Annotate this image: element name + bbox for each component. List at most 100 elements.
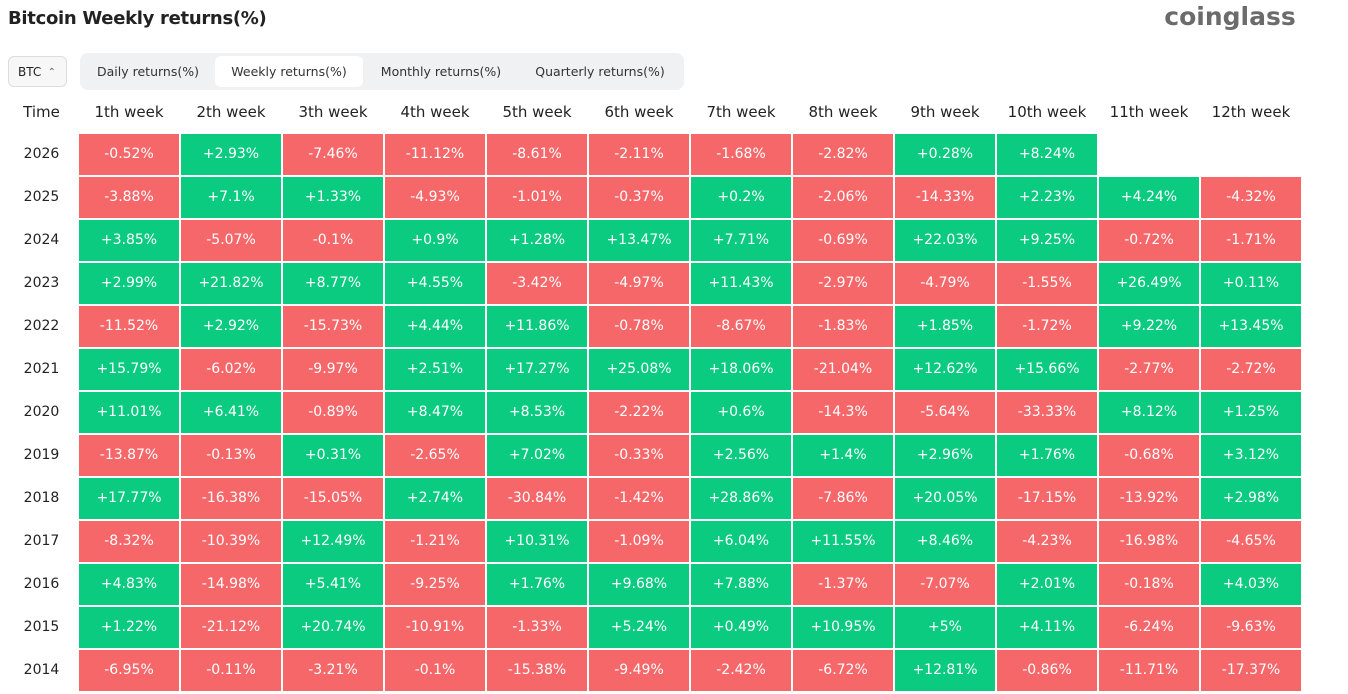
return-cell: +2.98% xyxy=(1201,478,1301,519)
return-cell: -2.11% xyxy=(589,134,689,175)
return-cell: -6.72% xyxy=(793,650,893,691)
return-cell: +11.43% xyxy=(691,263,791,304)
year-label: 2024 xyxy=(23,232,60,248)
return-cell: +7.71% xyxy=(691,220,791,261)
return-cell: -7.86% xyxy=(793,478,893,519)
column-header: 7th week xyxy=(706,103,776,121)
return-cell: -1.72% xyxy=(997,306,1097,347)
return-cell: +4.83% xyxy=(79,564,179,605)
return-cell: -0.89% xyxy=(283,392,383,433)
tab[interactable]: Quarterly returns(%) xyxy=(535,64,665,79)
column-header: 11th week xyxy=(1109,103,1189,121)
return-cell: +4.03% xyxy=(1201,564,1301,605)
return-cell: +2.23% xyxy=(997,177,1097,218)
return-cell: -5.64% xyxy=(895,392,995,433)
return-cell: +13.45% xyxy=(1201,306,1301,347)
return-cell: +22.03% xyxy=(895,220,995,261)
return-cell: -5.07% xyxy=(181,220,281,261)
return-cell: +26.49% xyxy=(1099,263,1199,304)
tab[interactable]: Weekly returns(%) xyxy=(215,56,363,87)
return-cell: -9.63% xyxy=(1201,607,1301,648)
return-cell: -16.38% xyxy=(181,478,281,519)
return-cell: -13.92% xyxy=(1099,478,1199,519)
return-cell: -7.46% xyxy=(283,134,383,175)
return-cell: -1.01% xyxy=(487,177,587,218)
return-cell: -17.37% xyxy=(1201,650,1301,691)
return-cell: +2.99% xyxy=(79,263,179,304)
return-cell: +10.95% xyxy=(793,607,893,648)
return-cell: +8.24% xyxy=(997,134,1097,175)
return-cell: +0.28% xyxy=(895,134,995,175)
return-cell: +4.11% xyxy=(997,607,1097,648)
return-cell: -2.82% xyxy=(793,134,893,175)
return-cell: -15.05% xyxy=(283,478,383,519)
return-cell: -4.23% xyxy=(997,521,1097,562)
return-cell: -0.1% xyxy=(283,220,383,261)
year-label: 2025 xyxy=(23,189,60,205)
return-cell: -11.12% xyxy=(385,134,485,175)
return-cell: -15.38% xyxy=(487,650,587,691)
return-cell: +2.74% xyxy=(385,478,485,519)
return-cell: +17.27% xyxy=(487,349,587,390)
return-cell: +2.92% xyxy=(181,306,281,347)
return-cell: -1.55% xyxy=(997,263,1097,304)
return-cell: -0.72% xyxy=(1099,220,1199,261)
return-cell: -21.04% xyxy=(793,349,893,390)
return-cell: -0.18% xyxy=(1099,564,1199,605)
return-cell: -0.52% xyxy=(79,134,179,175)
return-cell: -2.65% xyxy=(385,435,485,476)
return-cell: +0.9% xyxy=(385,220,485,261)
return-cell: +11.01% xyxy=(79,392,179,433)
return-cell: +5.24% xyxy=(589,607,689,648)
return-cell: -1.71% xyxy=(1201,220,1301,261)
return-cell: +13.47% xyxy=(589,220,689,261)
return-cell: +1.76% xyxy=(487,564,587,605)
return-cell: +12.81% xyxy=(895,650,995,691)
return-cell: +12.49% xyxy=(283,521,383,562)
coin-select[interactable]: BTC xyxy=(8,56,67,88)
return-cell: +5.41% xyxy=(283,564,383,605)
return-cell: +9.68% xyxy=(589,564,689,605)
logo: coinglass xyxy=(1164,2,1296,31)
return-cell: +8.53% xyxy=(487,392,587,433)
column-header: 9th week xyxy=(910,103,980,121)
return-cell: +11.86% xyxy=(487,306,587,347)
return-cell: -8.61% xyxy=(487,134,587,175)
return-cell: +28.86% xyxy=(691,478,791,519)
column-header: 1th week xyxy=(94,103,164,121)
return-cell: +7.02% xyxy=(487,435,587,476)
return-cell: +2.51% xyxy=(385,349,485,390)
return-cell: -10.91% xyxy=(385,607,485,648)
return-cell: -6.24% xyxy=(1099,607,1199,648)
return-cell: -4.65% xyxy=(1201,521,1301,562)
column-header: 6th week xyxy=(604,103,674,121)
tab[interactable]: Daily returns(%) xyxy=(97,64,199,79)
returns-table: Time 1th week 2th week 3th week 4th week 5th … xyxy=(0,96,1334,694)
title: Bitcoin Weekly returns(%) xyxy=(8,8,267,29)
return-cell: +4.55% xyxy=(385,263,485,304)
return-cell: -3.88% xyxy=(79,177,179,218)
column-header: 8th week xyxy=(808,103,878,121)
return-cell: -7.07% xyxy=(895,564,995,605)
column-header: 5th week xyxy=(502,103,572,121)
return-cell: +5% xyxy=(895,607,995,648)
return-cell: -3.21% xyxy=(283,650,383,691)
tab[interactable]: Monthly returns(%) xyxy=(380,64,502,79)
year-label: 2017 xyxy=(23,533,60,549)
return-cell: +0.11% xyxy=(1201,263,1301,304)
return-cell: -6.95% xyxy=(79,650,179,691)
return-cell: -4.93% xyxy=(385,177,485,218)
year-label: 2015 xyxy=(23,619,60,635)
return-cell: -14.3% xyxy=(793,392,893,433)
return-cell: +0.49% xyxy=(691,607,791,648)
return-cell: +0.2% xyxy=(691,177,791,218)
return-cell: -1.21% xyxy=(385,521,485,562)
return-cell: -9.25% xyxy=(385,564,485,605)
return-cell: -0.13% xyxy=(181,435,281,476)
return-cell: +1.25% xyxy=(1201,392,1301,433)
return-cell: -13.87% xyxy=(79,435,179,476)
return-cell: -2.06% xyxy=(793,177,893,218)
return-cell: -2.97% xyxy=(793,263,893,304)
return-cell: -0.37% xyxy=(589,177,689,218)
